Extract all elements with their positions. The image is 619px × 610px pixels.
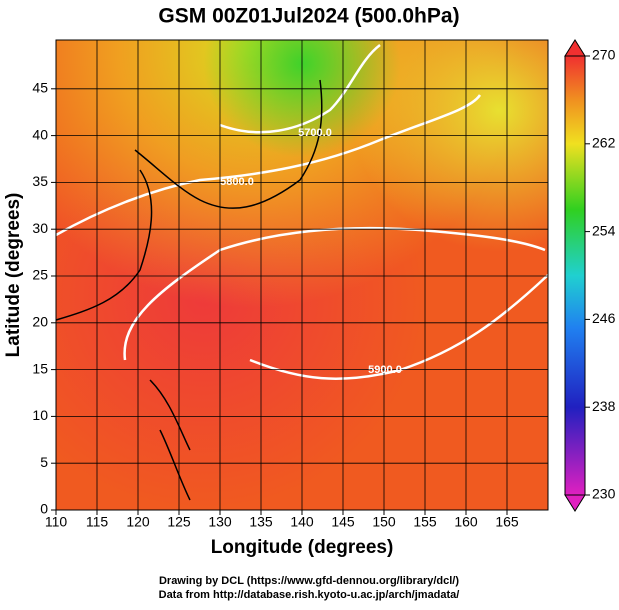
colorbar-arrow [564, 39, 586, 57]
colorbar [564, 55, 586, 496]
x-tick-label: 115 [86, 514, 109, 530]
contour-label: 5800.0 [220, 176, 254, 188]
x-tick-label: 125 [167, 514, 191, 530]
colorbar-label: 246 [592, 310, 616, 326]
y-tick-label: 25 [32, 267, 48, 283]
x-tick-label: 145 [331, 514, 355, 530]
y-tick-label: 10 [32, 407, 48, 423]
footer: Data from http://database.rish.kyoto-u.a… [159, 589, 460, 601]
y-tick-label: 5 [40, 454, 48, 470]
x-tick-label: 160 [454, 514, 478, 530]
y-axis-label: Latitude (degrees) [3, 193, 24, 358]
colorbar-arrow [564, 494, 586, 512]
x-tick-label: 165 [495, 514, 519, 530]
colorbar-label: 262 [592, 135, 616, 151]
colorbar-label: 270 [592, 47, 616, 63]
y-tick-label: 45 [32, 80, 48, 96]
x-tick-label: 135 [249, 514, 273, 530]
chart-title: GSM 00Z01Jul2024 (500.0hPa) [158, 5, 459, 28]
y-tick-label: 15 [32, 360, 48, 376]
y-tick-label: 30 [32, 220, 48, 236]
x-tick-label: 110 [45, 514, 68, 530]
x-tick-label: 155 [413, 514, 437, 530]
x-tick-label: 120 [126, 514, 150, 530]
x-tick-label: 150 [372, 514, 396, 530]
contour-label: 5900.0 [368, 364, 402, 376]
contour-label: 5700.0 [298, 127, 332, 139]
y-tick-label: 40 [32, 126, 48, 142]
coastline [55, 79, 323, 501]
x-axis-label: Longitude (degrees) [211, 537, 394, 558]
contours [55, 44, 549, 380]
y-tick-label: 20 [32, 314, 48, 330]
x-tick-label: 130 [208, 514, 232, 530]
colorbar-label: 230 [592, 486, 616, 502]
x-tick-label: 140 [290, 514, 314, 530]
y-tick-label: 0 [40, 501, 48, 517]
colorbar-label: 254 [592, 222, 616, 238]
y-tick-label: 35 [32, 173, 48, 189]
footer: Drawing by DCL (https://www.gfd-dennou.o… [159, 575, 459, 587]
colorbar-label: 238 [592, 398, 616, 414]
